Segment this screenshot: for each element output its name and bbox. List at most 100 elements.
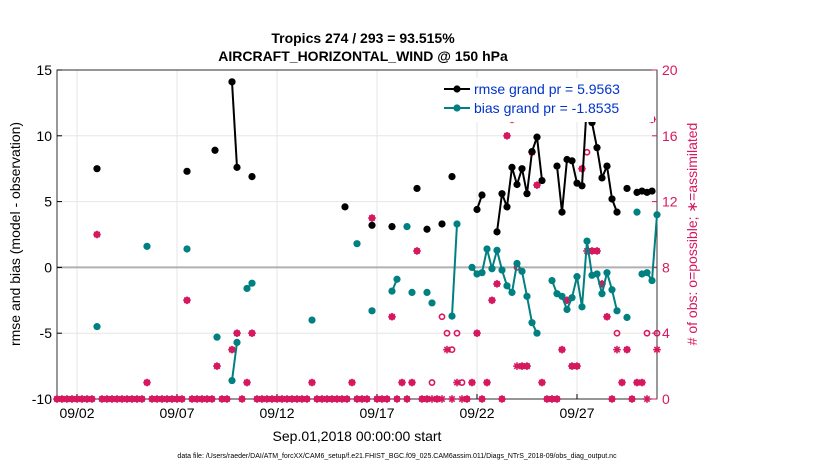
obs-possible-point-112 (613, 329, 621, 337)
rmse-point-5-0 (341, 203, 349, 211)
bias-series (93, 208, 661, 385)
obs-assimilated-point-62 (363, 395, 371, 403)
obs-assimilated-point-40 (253, 395, 261, 403)
obs-assimilated-point-96 (533, 181, 541, 189)
obs-assimilated-point-79 (448, 395, 456, 403)
obs-assimilated-point-63 (368, 214, 376, 222)
obs-assimilated-point-50 (303, 395, 311, 403)
bias-point-7-0 (353, 240, 361, 248)
obs-assimilated-point-11 (108, 395, 116, 403)
obs-assimilated-point-18 (143, 378, 151, 387)
rmse-point-13-1 (498, 190, 506, 198)
rmse-point-14-12 (613, 208, 621, 216)
y-tick-label-1: -5 (40, 325, 53, 341)
rmse-point-1-0 (183, 167, 191, 175)
obs-assimilated-point-86 (483, 378, 491, 387)
obs-assimilated-point-12 (113, 395, 121, 403)
obs-assimilated-point-7 (88, 395, 96, 403)
bias-line-15 (471, 246, 538, 334)
obs-assimilated-point-35 (228, 345, 236, 354)
y-tick-label-5: 15 (36, 62, 52, 78)
obs-assimilated-point-51 (308, 378, 316, 387)
obs-assimilated-point-94 (523, 362, 531, 370)
obs-assimilated-point-71 (408, 378, 416, 387)
rmse-point-14-3 (568, 157, 576, 165)
obs-assimilated-point-68 (393, 395, 401, 403)
obs-assimilated-point-66 (383, 395, 391, 403)
bias-point-16-2 (558, 292, 566, 300)
bias-point-17-0 (623, 313, 631, 322)
obs-assimilated-point-83 (468, 378, 476, 387)
legend-bias-marker (453, 104, 461, 112)
y2-axis-ticks: 0 4 8 12 16 20 (652, 62, 678, 407)
obs-assimilated-point-15 (128, 395, 136, 403)
bias-point-10-0 (403, 223, 411, 231)
bias-point-13-0 (428, 299, 436, 307)
bias-point-5-0 (243, 284, 251, 293)
bias-point-16-5 (573, 273, 581, 281)
obs-assimilated-point-114 (623, 345, 631, 354)
obs-assimilated-point-34 (223, 395, 231, 403)
obs-assimilated-point-120 (653, 345, 661, 354)
bias-point-15-8 (508, 288, 516, 297)
obs-assimilated-point-36 (233, 329, 241, 337)
bias-line-14 (451, 223, 458, 317)
obs-assimilated-point-112 (613, 345, 621, 354)
obs-assimilated-point-8 (93, 230, 101, 239)
bias-point-19-1 (643, 269, 651, 277)
rmse-point-15-0 (623, 184, 631, 193)
obs-assimilated-point-111 (608, 395, 616, 403)
y-tick-label-2: 0 (44, 259, 52, 275)
obs-assimilated-point-97 (538, 378, 546, 387)
rmse-point-3-1 (233, 163, 241, 171)
rmse-point-7-0 (388, 223, 396, 231)
bias-point-16-7 (583, 237, 591, 245)
rmse-point-8-0 (413, 184, 421, 193)
y2-axis-label: # of obs: o=possible; ∗=assimilated (684, 123, 700, 346)
bias-point-19-2 (648, 276, 656, 285)
obs-assimilated-point-104 (573, 362, 581, 370)
obs-assimilated-point-0 (53, 395, 61, 403)
rmse-point-14-1 (558, 208, 566, 216)
obs-assimilated-point-43 (268, 395, 276, 403)
rmse-point-13-4 (513, 180, 521, 189)
y-tick-label-3: 5 (44, 194, 52, 210)
rmse-point-14-11 (608, 195, 616, 203)
obs-assimilated-point-76 (433, 395, 441, 403)
rmse-point-13-8 (533, 133, 541, 141)
obs-assimilated-point-70 (403, 395, 411, 403)
obs-assimilated-point-101 (558, 345, 566, 354)
obs-assimilated-point-59 (348, 378, 356, 387)
obs-assimilated-point-49 (298, 395, 306, 403)
bias-point-14-1 (453, 220, 461, 228)
bias-point-15-12 (528, 319, 536, 327)
rmse-point-13-6 (523, 190, 531, 198)
bias-point-15-10 (518, 267, 526, 275)
obs-assimilated-point-31 (208, 395, 216, 403)
obs-possible-point-120 (653, 329, 661, 337)
rmse-point-3-0 (228, 78, 236, 86)
obs-assimilated-point-103 (568, 362, 576, 370)
obs-assimilated-point-38 (243, 378, 251, 387)
bias-point-0-0 (93, 323, 101, 331)
rmse-line-13 (496, 136, 543, 232)
rmse-point-13-7 (528, 147, 536, 156)
legend-box (440, 78, 654, 122)
bias-point-11-0 (408, 288, 416, 297)
obs-assimilated-point-87 (488, 296, 496, 305)
bias-point-8-0 (368, 307, 376, 315)
bias-point-16-11 (603, 269, 611, 277)
bias-point-16-6 (578, 303, 586, 311)
rmse-point-12-1 (478, 191, 486, 199)
x-tick-label-5: 09/27 (559, 405, 594, 421)
obs-assimilated-point-85 (478, 395, 486, 403)
bias-point-9-0 (388, 287, 396, 295)
bias-point-2-0 (183, 245, 191, 253)
obs-assimilated-point-113 (618, 378, 626, 387)
obs-possible-point-78 (443, 329, 451, 337)
obs-assimilated-point-82 (463, 395, 471, 403)
obs-assimilated-point-17 (138, 395, 146, 403)
rmse-line-3 (231, 81, 238, 168)
rmse-point-11-0 (448, 172, 456, 181)
